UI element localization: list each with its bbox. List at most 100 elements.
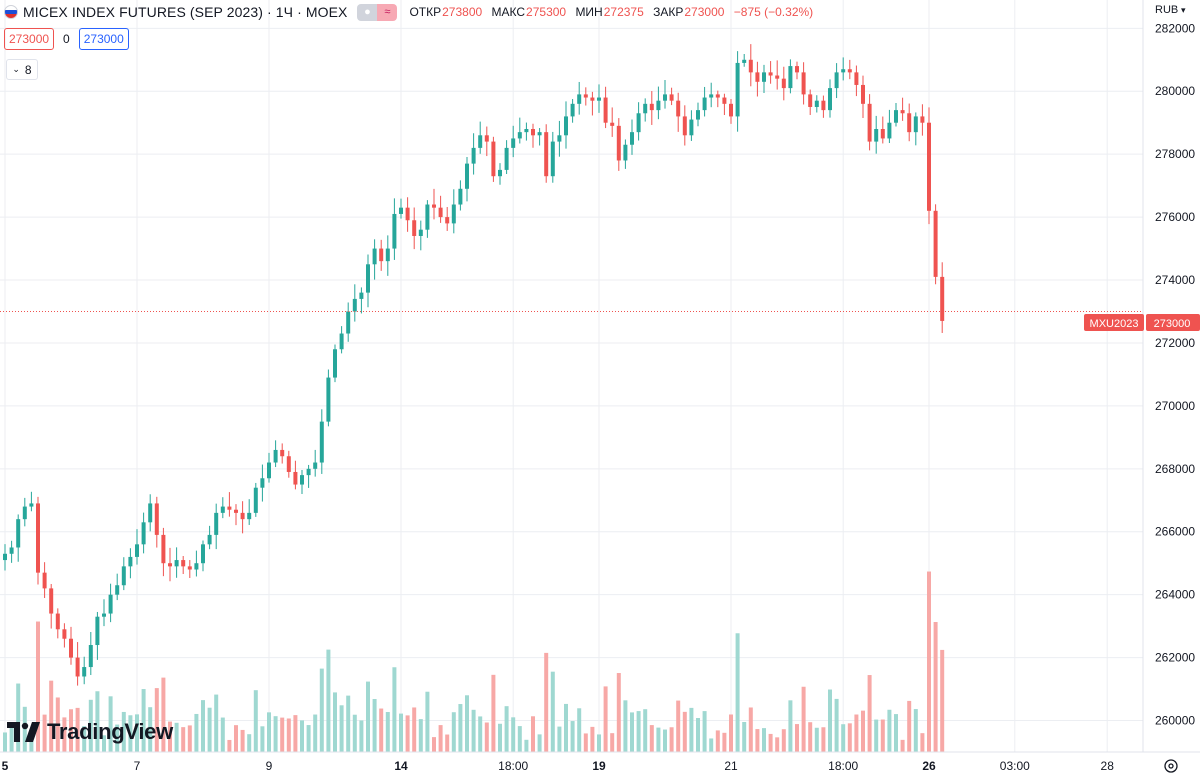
- candle-body: [49, 588, 54, 614]
- volume-bar: [253, 690, 258, 752]
- candle-body: [847, 69, 852, 73]
- tradingview-logo[interactable]: TradingView: [7, 719, 173, 745]
- settings-gear-icon[interactable]: [1164, 759, 1178, 773]
- candle-body: [399, 207, 403, 214]
- candle-body: [425, 204, 430, 230]
- volume-bar: [438, 725, 443, 752]
- volume-bar: [392, 667, 397, 752]
- currency-label[interactable]: RUB: [1155, 4, 1178, 16]
- volume-bar: [333, 692, 337, 752]
- symbol-title[interactable]: MICEX INDEX FUTURES (SEP 2023) · 1Ч · MO…: [23, 4, 348, 20]
- candle-body: [788, 66, 793, 89]
- candle-body: [95, 616, 100, 646]
- x-tick-label: 7: [134, 759, 141, 773]
- candle-body: [801, 72, 806, 95]
- x-tick-label: 26: [922, 759, 936, 773]
- candle-body: [214, 512, 219, 535]
- ohlc-values: ОТКР273800 МАКС275300 МИН272375 ЗАКР2730…: [409, 5, 819, 19]
- candle-body: [517, 132, 522, 139]
- candle-body: [874, 129, 879, 142]
- volume-bar: [399, 713, 403, 752]
- volume-bar: [366, 681, 370, 752]
- candle-body: [814, 100, 819, 107]
- volume-bar: [682, 711, 687, 752]
- candle-body: [920, 116, 925, 123]
- volume-bar: [643, 709, 648, 752]
- candle-body: [168, 563, 172, 567]
- volume-bar: [16, 683, 21, 752]
- candlesticks: [3, 44, 945, 686]
- volume-bar: [154, 688, 159, 752]
- y-tick-label: 278000: [1155, 147, 1195, 161]
- candle-body: [207, 534, 212, 545]
- volume-bar: [762, 728, 766, 752]
- volume-bar: [880, 719, 885, 752]
- volume-bar: [141, 689, 146, 752]
- candle-body: [583, 94, 588, 98]
- sell-button[interactable]: 273000: [4, 28, 55, 50]
- time-axis: 5 7 9 14 18:00 19 21 18:00 26 03:00 28: [2, 759, 1115, 773]
- candle-body: [55, 613, 60, 630]
- y-tick-label: 266000: [1155, 525, 1195, 539]
- volume-bar: [834, 698, 839, 752]
- volume-bar: [847, 723, 852, 752]
- change-value: −875 (−0.32%): [733, 5, 814, 19]
- volume-bar: [220, 717, 225, 752]
- candle-body: [630, 132, 634, 145]
- candle-body: [346, 311, 351, 334]
- candle-body: [755, 72, 760, 82]
- volume-bar: [722, 732, 727, 752]
- candle-body: [861, 84, 865, 104]
- open-label: ОТКР: [409, 5, 442, 19]
- volume-bar: [42, 714, 47, 752]
- candle-body: [69, 638, 73, 658]
- close-label: ЗАКР: [653, 5, 684, 19]
- volume-bar: [616, 673, 621, 752]
- candle-body: [326, 377, 331, 422]
- candle-body: [821, 100, 826, 111]
- candle-body: [333, 349, 337, 378]
- buy-button[interactable]: 273000: [78, 28, 129, 50]
- eye-icon[interactable]: ●: [357, 3, 378, 21]
- candle-body: [775, 75, 780, 79]
- volume-bar: [300, 720, 304, 752]
- volume-bar: [531, 716, 535, 752]
- candle-body: [504, 147, 509, 170]
- candle-body: [511, 138, 516, 148]
- candle-body: [940, 276, 945, 321]
- volume-bar: [907, 700, 912, 752]
- candle-body: [352, 298, 357, 312]
- volume-bar: [194, 713, 199, 752]
- candle-body: [808, 94, 813, 107]
- candle-body: [9, 547, 14, 554]
- volume-bar: [260, 726, 265, 752]
- volume-bar: [689, 707, 694, 752]
- candle-body: [867, 103, 872, 142]
- volume-bar: [88, 699, 93, 752]
- visibility-pill[interactable]: ● ≈: [357, 3, 398, 21]
- price-tag-symbol: MXU2023: [1090, 318, 1139, 330]
- volume-bar: [636, 711, 641, 752]
- candle-body: [610, 122, 615, 126]
- compare-icon[interactable]: ≈: [377, 3, 398, 21]
- volume-bar: [557, 726, 562, 752]
- indicators-toggle[interactable]: ⌄ 8: [6, 59, 38, 80]
- candle-body: [273, 449, 278, 463]
- candle-body: [623, 144, 628, 161]
- volume-bar: [465, 695, 469, 752]
- candle-body: [762, 72, 766, 82]
- volume-bar: [570, 721, 575, 752]
- candle-body: [768, 72, 773, 76]
- candle-body: [676, 100, 681, 117]
- volume-bar: [887, 709, 892, 752]
- candle-body: [531, 129, 535, 136]
- candle-body: [22, 506, 27, 520]
- volume-bar: [656, 727, 661, 752]
- volume-bar: [405, 715, 410, 752]
- candle-body: [194, 563, 199, 570]
- candle-body: [715, 94, 720, 98]
- candle-body: [682, 116, 687, 136]
- volume-bar: [498, 723, 502, 752]
- candle-body: [933, 210, 938, 277]
